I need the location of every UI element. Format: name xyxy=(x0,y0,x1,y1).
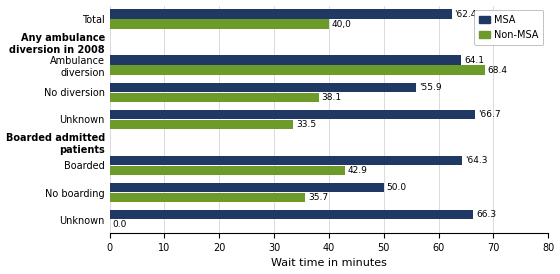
Bar xyxy=(110,193,305,202)
Bar xyxy=(110,55,461,65)
Bar xyxy=(110,65,485,75)
Legend: MSA, Non-MSA: MSA, Non-MSA xyxy=(474,10,543,45)
Text: '64.3: '64.3 xyxy=(465,156,487,165)
Bar xyxy=(110,120,293,129)
Bar xyxy=(110,110,475,119)
Text: '55.9: '55.9 xyxy=(419,83,441,92)
Bar xyxy=(110,156,462,165)
Text: 50.0: 50.0 xyxy=(386,183,407,192)
Text: 35.7: 35.7 xyxy=(308,193,328,202)
Bar xyxy=(110,19,329,29)
X-axis label: Wait time in minutes: Wait time in minutes xyxy=(271,258,387,269)
Text: 68.4: 68.4 xyxy=(487,66,507,75)
Text: '62.4: '62.4 xyxy=(455,10,477,19)
Text: 0.0: 0.0 xyxy=(113,220,127,229)
Text: '66.7: '66.7 xyxy=(478,110,501,119)
Bar xyxy=(110,210,473,219)
Text: 66.3: 66.3 xyxy=(476,210,496,219)
Bar xyxy=(110,82,416,92)
Text: 40,0: 40,0 xyxy=(332,20,352,28)
Bar xyxy=(110,183,384,192)
Text: 42.9: 42.9 xyxy=(348,166,367,175)
Bar xyxy=(110,93,319,102)
Text: 38.1: 38.1 xyxy=(321,93,342,102)
Bar xyxy=(110,166,345,175)
Text: 64.1: 64.1 xyxy=(464,56,484,65)
Bar xyxy=(110,9,452,19)
Text: 33.5: 33.5 xyxy=(296,120,316,129)
